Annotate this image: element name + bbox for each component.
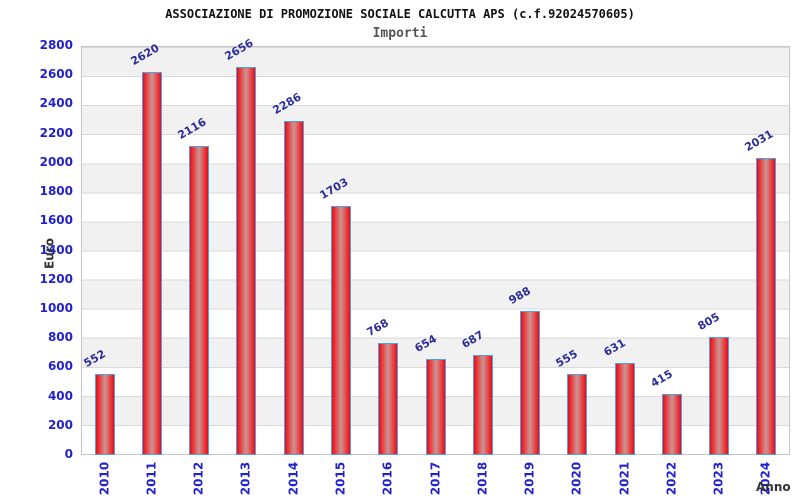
chart-title: ASSOCIAZIONE DI PROMOZIONE SOCIALE CALCU… — [165, 7, 635, 21]
bar — [615, 363, 635, 455]
y-tick-label: 800 — [47, 330, 73, 345]
x-tick-label: 2013 — [238, 461, 253, 496]
bar — [378, 343, 398, 455]
bar — [756, 158, 776, 455]
bar — [520, 311, 540, 455]
y-tick-label: 2000 — [39, 154, 73, 169]
y-tick-label: 2200 — [39, 125, 73, 140]
bar — [189, 146, 209, 455]
bar — [709, 337, 729, 455]
bar — [95, 374, 115, 455]
x-tick-label: 2018 — [475, 461, 490, 496]
x-tick-label: 2012 — [191, 461, 206, 496]
y-tick-label: 200 — [47, 417, 73, 432]
y-tick-label: 0 — [64, 447, 73, 461]
x-tick-label: 2016 — [380, 461, 395, 496]
y-tick-label: 1200 — [39, 271, 73, 286]
chart-subtitle: Importi — [372, 26, 428, 41]
x-tick-label: 2015 — [333, 461, 348, 496]
x-tick-label: 2022 — [664, 461, 679, 496]
x-tick-label: 2011 — [144, 461, 159, 496]
bar — [284, 121, 304, 455]
x-tick-label: 2010 — [97, 461, 112, 496]
bar — [331, 206, 351, 455]
y-tick-label: 400 — [47, 388, 73, 403]
x-tick-label: 2019 — [522, 461, 537, 496]
y-tick-label: 1000 — [39, 300, 73, 315]
y-tick-label: 2600 — [39, 67, 73, 82]
x-tick-label: 2014 — [286, 461, 301, 496]
x-axis-title: Anno — [756, 480, 791, 494]
y-tick-label: 2800 — [39, 38, 73, 52]
y-tick-label: 2400 — [39, 96, 73, 111]
bar — [473, 355, 493, 455]
bar — [236, 67, 256, 455]
bar — [662, 394, 682, 455]
y-tick-label: 1600 — [39, 213, 73, 228]
y-axis-title: Euro — [42, 238, 57, 269]
bar — [142, 72, 162, 455]
x-tick-label: 2017 — [428, 461, 443, 496]
bar — [567, 374, 587, 455]
y-tick-label: 1800 — [39, 184, 73, 199]
y-tick-label: 600 — [47, 359, 73, 374]
x-tick-label: 2020 — [569, 461, 584, 496]
x-tick-label: 2021 — [617, 461, 632, 496]
x-tick-label: 2023 — [711, 461, 726, 496]
y-tick-label: 1400 — [39, 242, 73, 257]
bar — [426, 359, 446, 455]
